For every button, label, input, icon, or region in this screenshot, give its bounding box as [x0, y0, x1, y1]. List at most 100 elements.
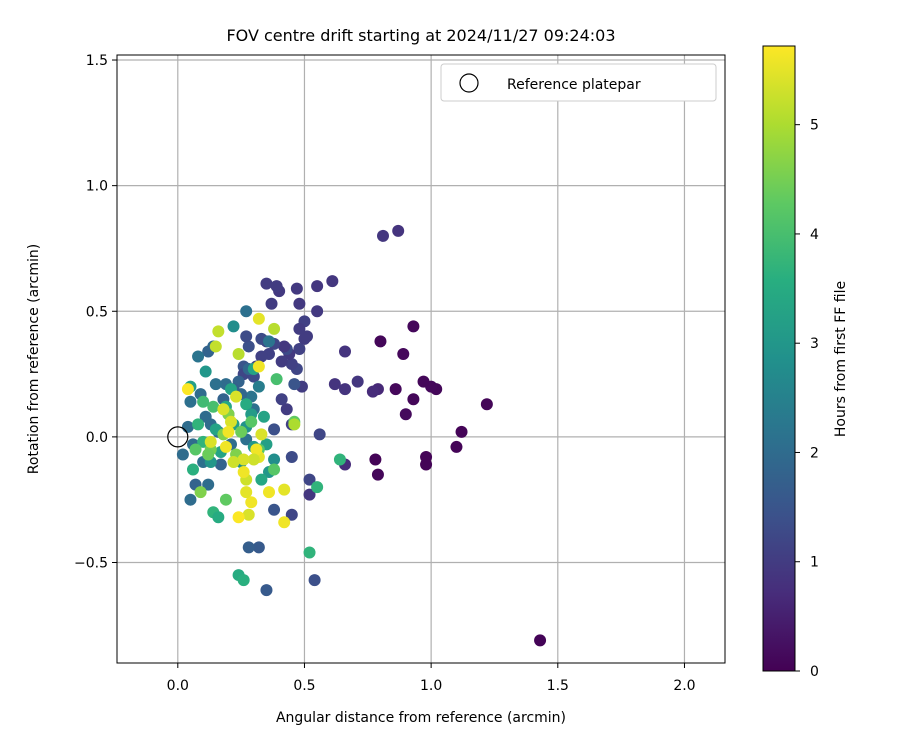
y-tick-label: 0.5 — [86, 304, 108, 320]
data-point — [240, 398, 253, 411]
data-point — [285, 358, 298, 371]
data-point — [285, 450, 298, 463]
data-point — [255, 350, 268, 363]
data-point — [204, 435, 217, 448]
data-point — [270, 373, 283, 386]
data-point — [268, 463, 281, 476]
data-point — [199, 365, 212, 378]
colorbar-tick-label: 0 — [810, 664, 819, 680]
colorbar-tick-label: 4 — [810, 227, 819, 243]
colorbar-label: Hours from first FF file — [833, 281, 849, 437]
data-point — [250, 443, 263, 456]
data-point — [313, 428, 326, 441]
points — [176, 224, 547, 647]
data-point — [207, 400, 220, 413]
data-point — [293, 297, 306, 310]
data-point — [303, 546, 316, 559]
legend-entry-reference: Reference platepar — [507, 77, 641, 93]
data-point — [298, 332, 311, 345]
data-point — [263, 335, 275, 348]
data-point — [333, 453, 346, 466]
plot-frame — [116, 54, 726, 664]
data-point — [230, 390, 243, 403]
data-point — [420, 458, 433, 471]
data-point — [212, 325, 225, 338]
data-point — [257, 410, 270, 423]
data-point — [245, 415, 258, 428]
y-tick-label: −0.5 — [74, 556, 108, 572]
data-point — [240, 305, 253, 318]
data-point — [232, 511, 245, 524]
colorbar-tick-label: 3 — [810, 336, 819, 352]
x-tick-label: 2.0 — [673, 678, 695, 694]
colorbar-ticks: 0 1 2 3 4 5 — [795, 118, 819, 680]
data-point — [184, 395, 197, 408]
data-point — [189, 443, 202, 456]
data-point — [242, 508, 255, 521]
data-point — [371, 468, 384, 481]
data-point — [202, 448, 215, 461]
data-point — [351, 375, 364, 388]
data-point — [187, 463, 199, 476]
legend: Reference platepar — [440, 63, 717, 102]
data-point — [311, 305, 324, 318]
data-point — [268, 322, 281, 335]
data-point — [235, 425, 248, 438]
data-point — [399, 408, 412, 421]
data-point — [192, 418, 205, 431]
x-tick-label: 0.0 — [167, 678, 189, 694]
data-point — [219, 440, 232, 453]
colorbar-tick-label: 1 — [810, 555, 819, 571]
data-point — [197, 395, 210, 408]
reference-platepar-marker — [167, 426, 189, 448]
data-point — [369, 453, 382, 466]
data-point — [450, 440, 463, 453]
data-point — [275, 393, 288, 406]
data-point — [268, 503, 281, 516]
x-tick-label: 1.0 — [420, 678, 442, 694]
data-point — [417, 375, 430, 388]
data-point — [290, 282, 303, 295]
data-point — [252, 541, 265, 554]
x-axis-ticks: 0.0 0.5 1.0 1.5 2.0 — [167, 663, 696, 694]
data-point — [392, 224, 405, 237]
data-point — [237, 466, 250, 479]
data-point — [275, 355, 288, 368]
data-point — [242, 340, 255, 353]
data-point — [184, 493, 197, 506]
data-point — [217, 403, 230, 416]
data-point — [311, 481, 324, 494]
data-point — [237, 453, 250, 466]
grid — [117, 55, 725, 663]
data-point — [247, 453, 260, 466]
data-point — [255, 473, 268, 486]
data-point — [181, 420, 194, 433]
data-point — [252, 380, 265, 393]
data-point — [227, 320, 240, 333]
data-point — [280, 403, 293, 416]
data-point — [480, 398, 493, 411]
data-point — [212, 511, 225, 524]
colorbar-tick-label: 5 — [810, 118, 819, 134]
data-point — [240, 486, 253, 499]
data-point — [227, 456, 240, 469]
data-point — [252, 360, 265, 373]
data-point — [209, 378, 222, 391]
data-point — [252, 312, 265, 325]
data-point — [268, 453, 281, 466]
data-point — [245, 496, 258, 509]
data-point — [255, 428, 268, 441]
data-point — [194, 486, 207, 499]
y-axis-ticks: −0.5 0.0 0.5 1.0 1.5 — [74, 53, 117, 572]
data-point — [339, 383, 351, 396]
data-point — [225, 415, 237, 428]
data-point — [285, 508, 298, 521]
data-point — [240, 330, 253, 343]
legend-marker — [459, 73, 479, 93]
data-point — [303, 488, 316, 501]
data-point — [288, 418, 301, 431]
data-point — [214, 458, 227, 471]
data-point — [260, 277, 273, 290]
data-point — [397, 347, 410, 360]
